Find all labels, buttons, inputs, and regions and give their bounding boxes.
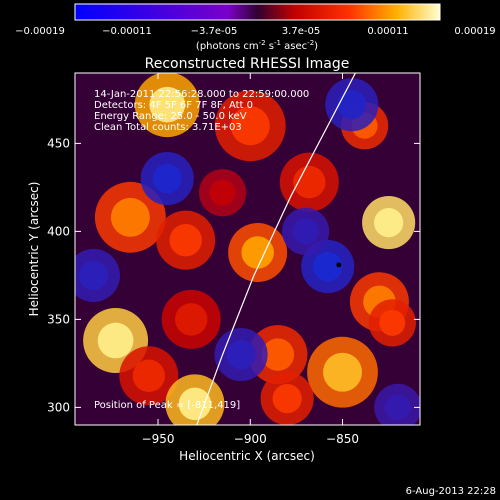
intensity-blob-core xyxy=(374,207,404,238)
y-tick-label: 450 xyxy=(47,136,70,150)
colorbar-tick-label: 3.7e-05 xyxy=(282,26,320,37)
intensity-blob-core xyxy=(110,197,150,237)
intensity-blob-core xyxy=(384,394,411,421)
y-axis-ticks: 300 350 400 450 xyxy=(47,136,420,414)
colorbar-tick-label: −0.00019 xyxy=(15,26,65,37)
x-tick-label: −900 xyxy=(234,432,267,446)
intensity-blob-core xyxy=(241,236,274,269)
intensity-blob-core xyxy=(379,309,406,336)
solar-limb-curve xyxy=(196,73,356,425)
intensity-blob-core xyxy=(292,218,319,245)
intensity-blob-core xyxy=(149,86,186,123)
y-axis-label: Heliocentric Y (arcsec) xyxy=(27,182,41,317)
intensity-blob-core xyxy=(313,251,343,282)
colorbar-tick-label: −3.7e-05 xyxy=(191,26,238,37)
peak-position-label: Position of Peak = [-811,419] xyxy=(94,400,240,411)
annotation-time: 14-Jan-2011 22:56:28.000 to 22:59:00.000 xyxy=(94,89,309,100)
intensity-blob-core xyxy=(226,339,256,370)
intensity-blob-core xyxy=(230,106,270,146)
y-tick-label: 300 xyxy=(47,400,70,414)
intensity-blob-core xyxy=(178,387,212,421)
chart-title: Reconstructed RHESSI Image xyxy=(145,56,350,72)
peak-dot xyxy=(336,262,342,268)
intensity-map xyxy=(75,73,420,425)
colorbar-tick-label: 0.00019 xyxy=(454,26,495,37)
intensity-blob-core xyxy=(97,322,134,359)
annotation-clean: Clean Total counts: 3.71E+03 xyxy=(94,122,242,133)
colorbar-ticks: −0.00019 −0.00011 −3.7e-05 3.7e-05 0.00011 0.… xyxy=(15,26,496,37)
intensity-blob-core xyxy=(174,303,208,336)
x-axis-ticks: −950 −900 −850 xyxy=(142,73,359,446)
colorbar-tick-label: 0.00011 xyxy=(367,26,408,37)
intensity-blob-core xyxy=(272,383,302,414)
intensity-blob-core xyxy=(132,359,166,392)
intensity-blob-core xyxy=(293,165,326,199)
plot-frame xyxy=(74,72,421,426)
intensity-blob-core xyxy=(78,260,109,291)
x-tick-label: −850 xyxy=(326,432,359,446)
intensity-blob-core xyxy=(209,179,236,206)
annotation-detectors: Detectors: 4F 5F 6F 7F 8F, Att 0 xyxy=(94,100,253,111)
y-tick-label: 350 xyxy=(47,312,70,326)
intensity-blob-core xyxy=(323,352,362,392)
intensity-blob-core xyxy=(261,338,295,371)
colorbar-unit-label: (photons cm-2 s-1 asec-2) xyxy=(196,39,318,52)
annotation-energy: Energy Range: 25.0 - 50.0 keV xyxy=(94,111,247,122)
peak-marker xyxy=(336,262,342,268)
x-axis-label: Heliocentric X (arcsec) xyxy=(179,449,315,463)
colorbar xyxy=(74,3,441,21)
x-tick-label: −950 xyxy=(142,432,175,446)
colorbar-tick-label: −0.00011 xyxy=(102,26,152,37)
footer-date: 6-Aug-2013 22:28 xyxy=(406,486,496,497)
y-tick-label: 400 xyxy=(47,224,70,238)
intensity-blob-core xyxy=(169,223,202,257)
intensity-blob-core xyxy=(152,163,182,194)
intensity-blob-core xyxy=(337,90,367,120)
